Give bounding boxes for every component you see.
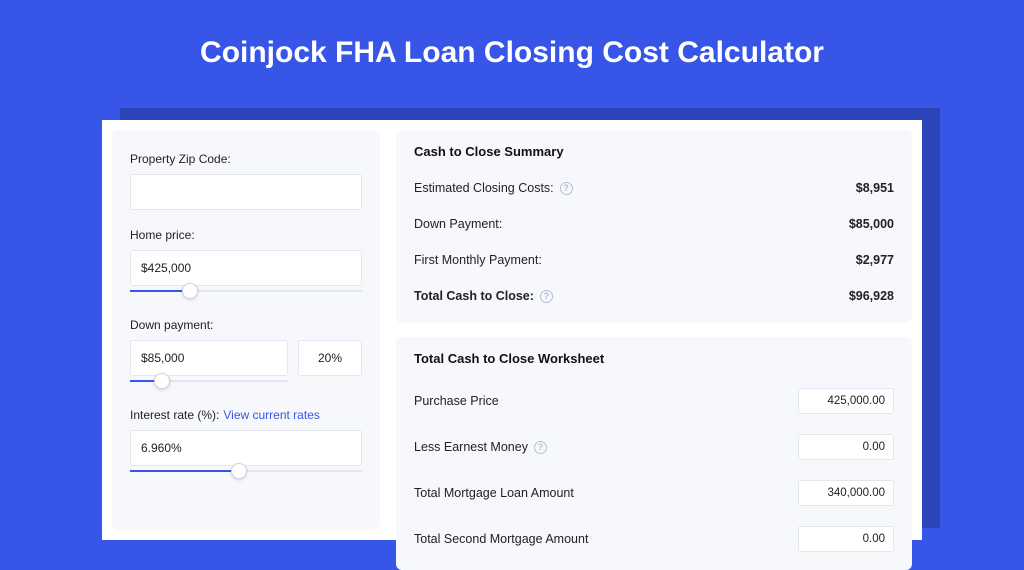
zip-input[interactable] [130, 174, 362, 210]
summary-row: Down Payment: $85,000 [414, 209, 894, 245]
summary-label-text: Total Cash to Close: [414, 289, 534, 303]
page-title: Coinjock FHA Loan Closing Cost Calculato… [0, 0, 1024, 94]
worksheet-label-text: Less Earnest Money [414, 440, 528, 454]
summary-row: Estimated Closing Costs:? $8,951 [414, 173, 894, 209]
worksheet-row-label: Total Second Mortgage Amount [414, 532, 588, 546]
summary-row-label: Total Cash to Close:? [414, 289, 553, 303]
view-rates-link[interactable]: View current rates [223, 408, 320, 422]
slider-thumb[interactable] [154, 373, 170, 389]
down-payment-slider[interactable] [130, 374, 288, 390]
worksheet-row-input[interactable] [798, 480, 894, 506]
worksheet-row-input[interactable] [798, 388, 894, 414]
summary-panel: Cash to Close Summary Estimated Closing … [396, 130, 912, 323]
home-price-slider[interactable] [130, 284, 362, 300]
slider-fill [130, 290, 190, 292]
help-icon[interactable]: ? [560, 182, 573, 195]
slider-thumb[interactable] [182, 283, 198, 299]
summary-label-text: Estimated Closing Costs: [414, 181, 554, 195]
home-price-label: Home price: [130, 228, 362, 242]
zip-label: Property Zip Code: [130, 152, 362, 166]
worksheet-label-text: Total Mortgage Loan Amount [414, 486, 574, 500]
interest-label: Interest rate (%): [130, 408, 219, 422]
worksheet-rows: Purchase Price Less Earnest Money? Total M… [414, 380, 894, 564]
worksheet-row: Less Earnest Money? [414, 426, 894, 472]
results-column: Cash to Close Summary Estimated Closing … [396, 130, 912, 530]
home-price-field-group: Home price: [130, 228, 362, 300]
summary-row-value: $2,977 [856, 253, 894, 267]
worksheet-row-label: Total Mortgage Loan Amount [414, 486, 574, 500]
slider-thumb[interactable] [231, 463, 247, 479]
summary-row: Total Cash to Close:? $96,928 [414, 281, 894, 317]
worksheet-row-input[interactable] [798, 526, 894, 552]
summary-row-value: $85,000 [849, 217, 894, 231]
summary-row-label: First Monthly Payment: [414, 253, 542, 267]
worksheet-label-text: Total Second Mortgage Amount [414, 532, 588, 546]
help-icon[interactable]: ? [540, 290, 553, 303]
summary-row-label: Estimated Closing Costs:? [414, 181, 573, 195]
summary-label-text: Down Payment: [414, 217, 502, 231]
worksheet-row-label: Less Earnest Money? [414, 440, 547, 454]
worksheet-row: Purchase Price [414, 380, 894, 426]
worksheet-panel: Total Cash to Close Worksheet Purchase P… [396, 337, 912, 570]
zip-field-group: Property Zip Code: [130, 152, 362, 210]
help-icon[interactable]: ? [534, 441, 547, 454]
worksheet-row-input[interactable] [798, 434, 894, 460]
worksheet-row-label: Purchase Price [414, 394, 499, 408]
down-payment-percent[interactable]: 20% [298, 340, 362, 376]
summary-row-value: $8,951 [856, 181, 894, 195]
summary-row-label: Down Payment: [414, 217, 502, 231]
summary-rows: Estimated Closing Costs:? $8,951 Down Paym… [414, 173, 894, 317]
summary-title: Cash to Close Summary [414, 144, 894, 159]
interest-label-row: Interest rate (%): View current rates [130, 408, 362, 422]
summary-row: First Monthly Payment: $2,977 [414, 245, 894, 281]
calculator-card: Property Zip Code: Home price: Down paym… [102, 120, 922, 540]
down-payment-label: Down payment: [130, 318, 362, 332]
slider-fill [130, 470, 239, 472]
down-payment-input[interactable] [130, 340, 288, 376]
home-price-input[interactable] [130, 250, 362, 286]
worksheet-label-text: Purchase Price [414, 394, 499, 408]
worksheet-row: Total Second Mortgage Amount [414, 518, 894, 564]
summary-row-value: $96,928 [849, 289, 894, 303]
interest-input[interactable] [130, 430, 362, 466]
interest-slider[interactable] [130, 464, 362, 480]
inputs-panel: Property Zip Code: Home price: Down paym… [112, 130, 380, 530]
worksheet-title: Total Cash to Close Worksheet [414, 351, 894, 366]
summary-label-text: First Monthly Payment: [414, 253, 542, 267]
interest-field-group: Interest rate (%): View current rates [130, 408, 362, 480]
worksheet-row: Total Mortgage Loan Amount [414, 472, 894, 518]
down-payment-field-group: Down payment: 20% [130, 318, 362, 390]
